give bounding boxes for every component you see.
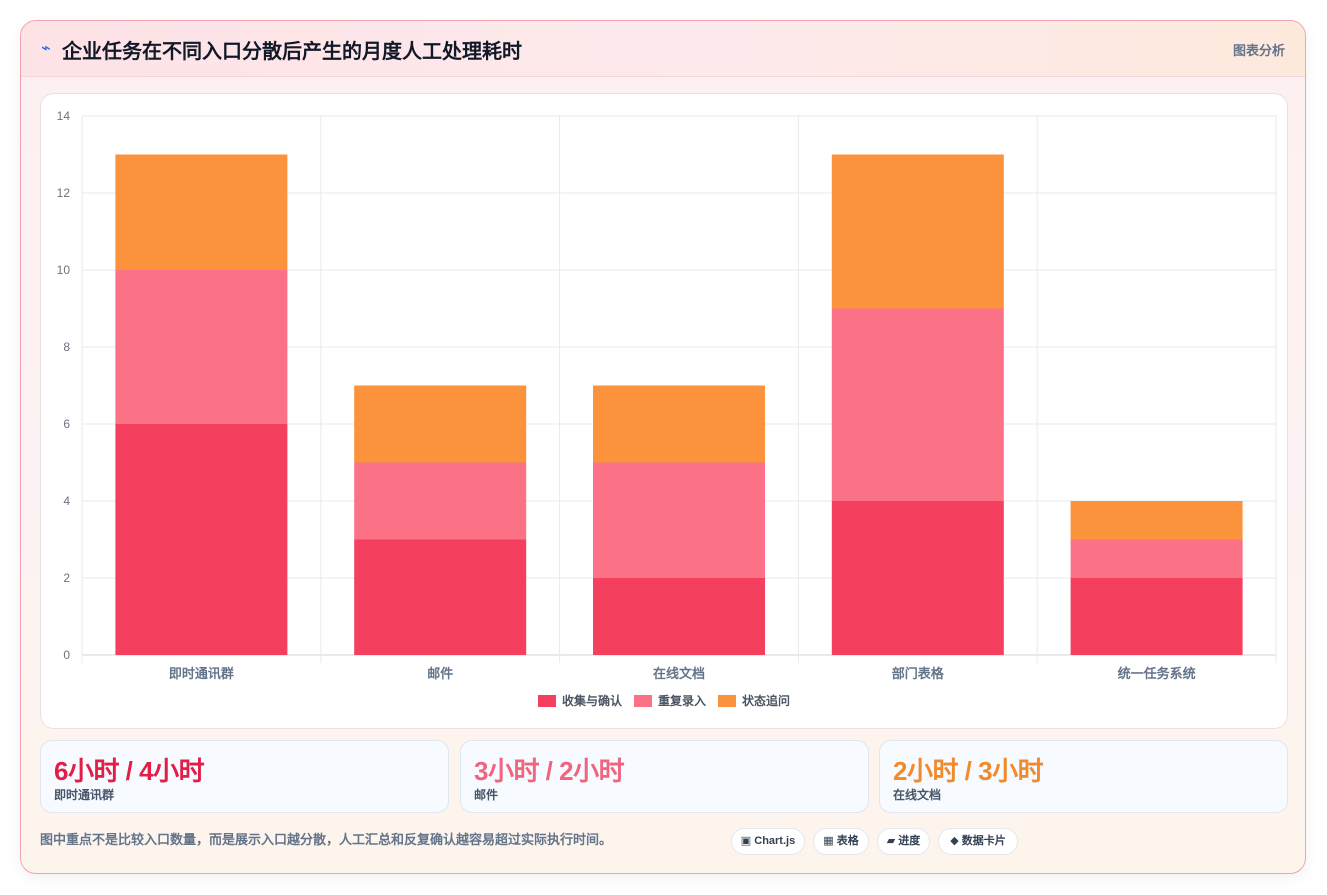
- stat-label: 即时通讯群: [54, 788, 115, 802]
- stat-card-0: 6小时 / 4小时 即时通讯群: [40, 740, 449, 813]
- y-tick-label: 2: [63, 571, 70, 585]
- chip-label: 进度: [898, 835, 921, 847]
- chart-icon: ▣: [740, 835, 752, 847]
- x-tick-label: 即时通讯群: [169, 666, 234, 681]
- table-icon: ▦: [823, 835, 834, 847]
- chip-label: Chart.js: [754, 835, 796, 847]
- legend-label[interactable]: 收集与确认: [562, 693, 623, 708]
- chip-label: 数据卡片: [961, 835, 1006, 847]
- chip-chartjs[interactable]: ▣ Chart.js: [731, 828, 805, 855]
- bar-segment[interactable]: [593, 578, 765, 655]
- bar-segment[interactable]: [593, 462, 765, 579]
- page-title: 企业任务在不同入口分散后产生的月度人工处理耗时: [62, 41, 522, 63]
- bar-segment[interactable]: [354, 462, 527, 540]
- x-tick-label: 在线文档: [653, 666, 705, 681]
- bar-segment[interactable]: [354, 385, 527, 463]
- legend-swatch[interactable]: [718, 695, 736, 707]
- lightning-icon: ⌁: [41, 40, 51, 57]
- y-tick-label: 0: [63, 648, 70, 662]
- bar-segment[interactable]: [1070, 539, 1243, 579]
- x-tick-label: 部门表格: [892, 666, 945, 681]
- chip-label: 表格: [836, 835, 859, 847]
- diamond-icon: ◆: [950, 835, 959, 847]
- y-tick-label: 10: [57, 263, 71, 277]
- y-tick-label: 12: [57, 186, 71, 200]
- bar-segment[interactable]: [593, 385, 765, 463]
- chip-progress[interactable]: ▰ 进度: [877, 828, 930, 855]
- y-tick-label: 6: [63, 417, 70, 431]
- stat-card-2: 2小时 / 3小时 在线文档: [879, 740, 1288, 813]
- y-tick-label: 4: [63, 494, 70, 508]
- legend-label[interactable]: 重复录入: [658, 693, 706, 708]
- chip-data-cards[interactable]: ◆ 数据卡片: [938, 828, 1018, 855]
- bar-segment[interactable]: [115, 154, 288, 271]
- footer-note: 图中重点不是比较入口数量，而是展示入口越分散，人工汇总和反复确认越容易超过实际执…: [40, 832, 613, 847]
- stat-cards: 6小时 / 4小时 即时通讯群 3小时 / 2小时 邮件 2小时 / 3小时 在…: [40, 740, 1288, 813]
- stat-value: 2小时 / 3小时: [893, 756, 1044, 786]
- x-tick-label: 统一任务系统: [1118, 666, 1196, 681]
- chart-card: 0 2 4 6 8 10 12 14 即时通讯群 邮件 在线文档 部门表格 统一任务系统收集与确认 重复录…: [40, 93, 1288, 729]
- y-tick-label: 14: [57, 109, 71, 123]
- x-tick-label: 邮件: [427, 666, 453, 681]
- stat-card-1: 3小时 / 2小时 邮件: [460, 740, 869, 813]
- stat-value: 6小时 / 4小时: [54, 756, 205, 786]
- stat-label: 在线文档: [893, 788, 942, 802]
- bar-segment[interactable]: [1070, 578, 1243, 655]
- bar-segment[interactable]: [115, 424, 288, 655]
- panel-header: ⌁ 企业任务在不同入口分散后产生的月度人工处理耗时 图表分析: [21, 21, 1305, 77]
- legend-swatch[interactable]: [538, 695, 556, 707]
- chart-panel: ⌁ 企业任务在不同入口分散后产生的月度人工处理耗时 图表分析 0 2 4 6 8 10 12…: [20, 20, 1306, 874]
- header-tag: 图表分析: [1232, 43, 1285, 58]
- legend-label[interactable]: 状态追问: [742, 693, 790, 708]
- legend-swatch[interactable]: [634, 695, 652, 707]
- bar-segment[interactable]: [354, 539, 527, 656]
- stat-value: 3小时 / 2小时: [474, 756, 625, 786]
- bar-segment[interactable]: [115, 270, 288, 424]
- y-tick-label: 8: [63, 340, 70, 354]
- bar-segment[interactable]: [1070, 501, 1243, 540]
- chip-table[interactable]: ▦ 表格: [813, 828, 869, 855]
- stat-label: 邮件: [474, 788, 499, 802]
- bar-segment[interactable]: [831, 154, 1004, 309]
- bar-segment[interactable]: [831, 308, 1004, 502]
- progress-icon: ▰: [886, 835, 896, 847]
- bar-segment[interactable]: [831, 501, 1004, 655]
